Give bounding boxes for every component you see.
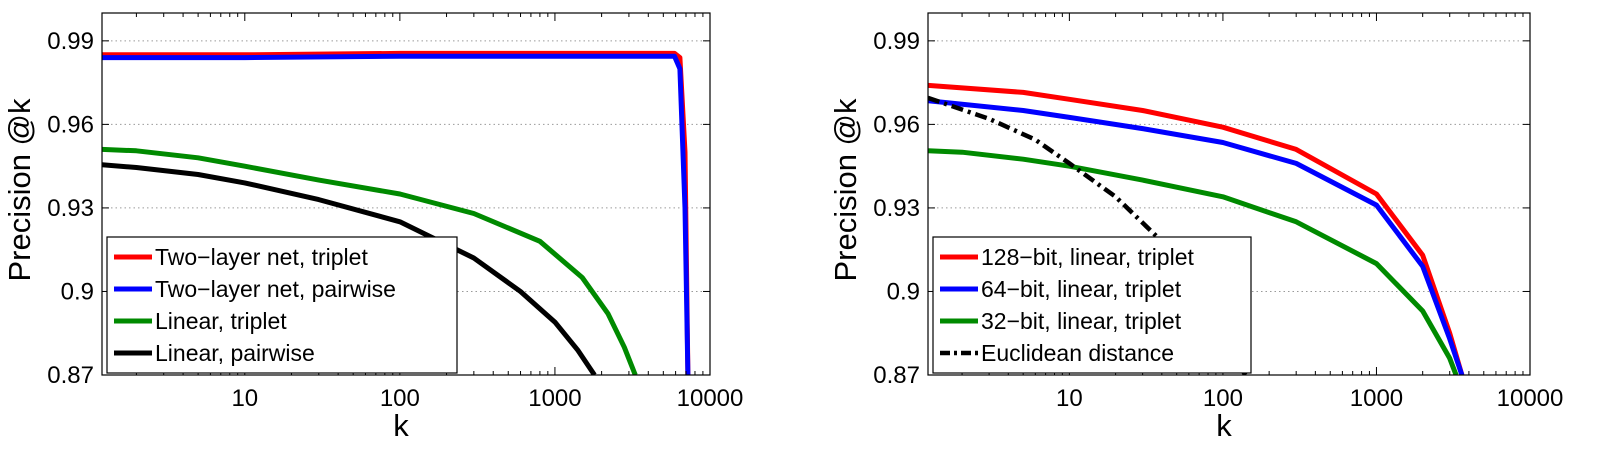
- left-legend-label-1: Two−layer net, pairwise: [155, 276, 396, 302]
- right-xtick-label: 10000: [1497, 385, 1564, 412]
- left-y-axis-label: Precision @k: [2, 98, 37, 282]
- right-legend-label-2: 32−bit, linear, triplet: [981, 308, 1182, 334]
- left-chart: 0.87 0.9 0.93 0.96 0.99 10 100 1000 10000 k Precis…: [2, 12, 744, 443]
- left-xtick-label: 10000: [677, 385, 744, 412]
- right-ytick-label: 0.96: [873, 111, 920, 138]
- right-xtick-label: 10: [1056, 385, 1083, 412]
- left-legend-label-3: Linear, pairwise: [155, 340, 315, 366]
- left-ytick-label: 0.87: [47, 362, 94, 389]
- left-xtick-label: 1000: [528, 385, 581, 412]
- left-plot-frame: [101, 12, 711, 376]
- left-series-line-2: [102, 146, 638, 375]
- right-plot-frame: [927, 12, 1531, 376]
- left-legend-box: [106, 236, 458, 374]
- right-series-line-0: [928, 82, 1465, 375]
- right-legend: 128−bit, linear, triplet 64−bit, linear, …: [932, 236, 1252, 374]
- right-y-axis-label: Precision @k: [828, 98, 863, 282]
- right-xtick-label: 100: [1203, 385, 1243, 412]
- right-legend-box: [932, 236, 1252, 374]
- left-ytick-label: 0.93: [47, 195, 94, 222]
- left-ytick-label: 0.96: [47, 111, 94, 138]
- left-ytick-label: 0.9: [61, 278, 94, 305]
- left-xtick-label: 100: [380, 385, 420, 412]
- right-ytick-label: 0.99: [873, 28, 920, 55]
- right-series-line-2: [928, 148, 1459, 375]
- right-ytick-label: 0.93: [873, 195, 920, 222]
- left-legend-label-2: Linear, triplet: [155, 308, 287, 334]
- left-legend: Two−layer net, triplet Two−layer net, pai…: [106, 236, 458, 374]
- right-xtick-label: 1000: [1350, 385, 1403, 412]
- left-series-line-1: [102, 53, 691, 375]
- right-legend-label-3: Euclidean distance: [981, 340, 1174, 366]
- left-ytick-label: 0.99: [47, 28, 94, 55]
- left-xtick-label: 10: [231, 385, 258, 412]
- left-legend-label-0: Two−layer net, triplet: [155, 244, 368, 270]
- left-x-axis-label: k: [393, 408, 409, 443]
- right-series-line-1: [928, 98, 1465, 375]
- right-x-axis-label: k: [1216, 408, 1232, 443]
- right-legend-label-1: 64−bit, linear, triplet: [981, 276, 1182, 302]
- right-ytick-label: 0.87: [873, 362, 920, 389]
- right-chart: 0.87 0.9 0.93 0.96 0.99 10 100 1000 10000 k Precis…: [828, 12, 1564, 443]
- right-ytick-label: 0.9: [887, 278, 920, 305]
- left-series-line-3: [102, 162, 597, 375]
- right-legend-label-0: 128−bit, linear, triplet: [981, 244, 1194, 270]
